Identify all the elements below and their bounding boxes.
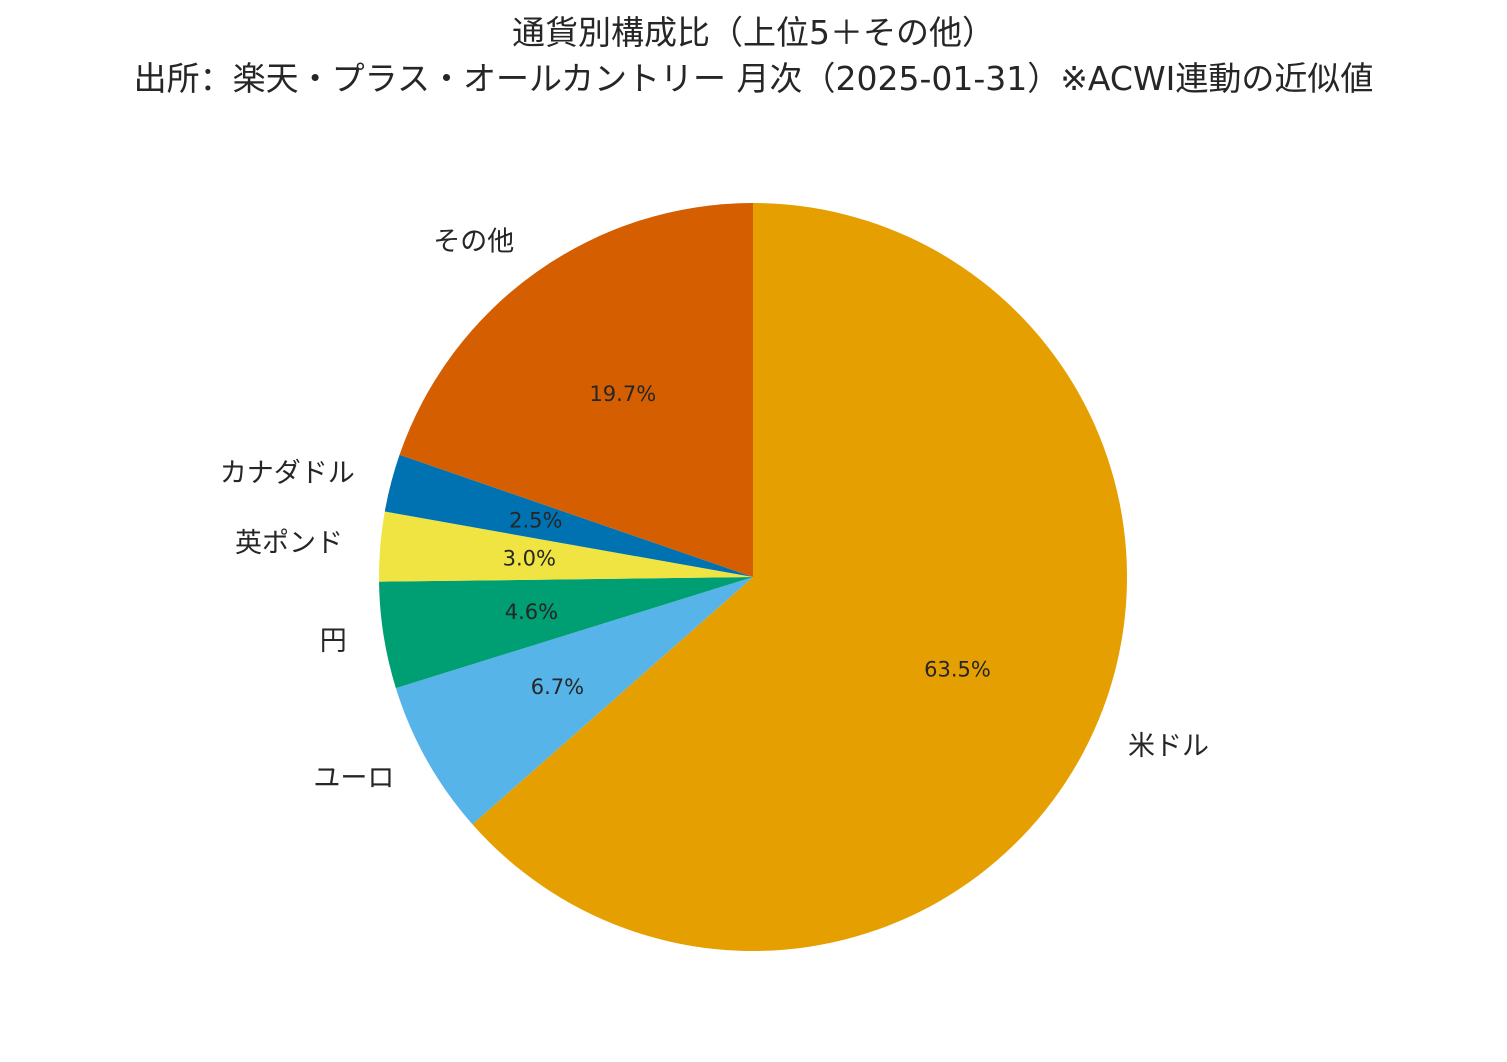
pie-slice-2 [379, 577, 753, 689]
slice-percentage-label: 4.6% [505, 600, 558, 624]
slice-percentage-label: 3.0% [503, 547, 556, 571]
pie-slice-4 [384, 454, 753, 577]
chart-subtitle: 出所：楽天・プラス・オールカントリー 月次（2025-01-31）※ACWI連動… [133, 59, 1374, 98]
slice-category-label: 米ドル [1128, 731, 1209, 762]
pie-slice-5 [399, 203, 753, 577]
pie-slice-0 [472, 203, 1128, 951]
slice-percentage-label: 2.5% [509, 509, 562, 533]
slice-percentage-label: 6.7% [531, 675, 584, 699]
slice-category-label: カナダドル [220, 458, 355, 489]
percentage-labels: 63.5% 6.7% 4.6% 3.0% 2.5% 19.7% [503, 382, 991, 699]
chart-title-block: 通貨別構成比（上位5＋その他） 出所：楽天・プラス・オールカントリー 月次（20… [0, 10, 1507, 102]
pie-slice-3 [379, 511, 753, 582]
pie-slice-1 [395, 577, 753, 825]
slice-percentage-label: 19.7% [589, 382, 656, 406]
slice-category-label: ユーロ [313, 763, 394, 794]
slice-category-label: 円 [320, 626, 347, 657]
slice-category-label: 英ポンド [235, 528, 343, 559]
slice-category-label: その他 [433, 226, 514, 257]
pie-slices [379, 203, 1128, 951]
slice-percentage-label: 63.5% [924, 657, 991, 681]
chart-title: 通貨別構成比（上位5＋その他） [512, 13, 995, 52]
